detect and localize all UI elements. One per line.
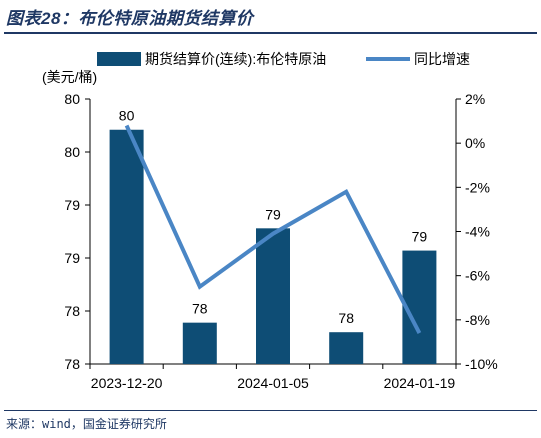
chart: 期货结算价(连续):布伦特原油 同比增速 (美元/桶) 787879798080… bbox=[42, 51, 498, 391]
bars bbox=[109, 129, 437, 364]
left-tick-label: 80 bbox=[64, 144, 80, 160]
bar-data-label: 79 bbox=[265, 206, 281, 222]
bar bbox=[182, 322, 217, 364]
bar bbox=[256, 228, 290, 364]
bar-data-label: 78 bbox=[192, 301, 208, 317]
legend: 期货结算价(连续):布伦特原油 同比增速 bbox=[97, 51, 470, 67]
source-note: 来源：wind，国金证券研究所 bbox=[6, 417, 167, 431]
right-tick-label: -6% bbox=[465, 268, 490, 284]
x-tick-label: 2023-12-20 bbox=[91, 375, 163, 391]
source-rule bbox=[4, 410, 537, 411]
left-tick-label: 79 bbox=[64, 197, 80, 213]
title-rule bbox=[4, 32, 537, 34]
left-tick-label: 79 bbox=[64, 250, 80, 266]
left-tick-label: 78 bbox=[64, 356, 80, 372]
x-tick-label: 2024-01-05 bbox=[237, 375, 309, 391]
bar bbox=[329, 332, 364, 364]
left-axis-unit: (美元/桶) bbox=[42, 69, 97, 85]
bar-labels: 80 78 79 78 79 bbox=[119, 108, 428, 326]
legend-bar-swatch bbox=[97, 52, 141, 66]
axes: 78 78 79 79 80 80 -10% -8% -6% -4% -2% 0% 2% 2023-12-… bbox=[64, 91, 497, 391]
line-series bbox=[124, 124, 422, 335]
figure-title: 图表28：布伦特原油期货结算价 bbox=[6, 9, 254, 28]
right-tick-label: -10% bbox=[465, 356, 498, 372]
bar bbox=[109, 129, 144, 364]
x-tick-label: 2024-01-19 bbox=[384, 375, 456, 391]
right-tick-label: -2% bbox=[465, 179, 490, 195]
right-tick-label: 0% bbox=[465, 135, 485, 151]
legend-line-label: 同比增速 bbox=[414, 51, 470, 67]
right-tick-label: -4% bbox=[465, 224, 490, 240]
left-tick-label: 80 bbox=[64, 91, 80, 107]
right-tick-label: -8% bbox=[465, 312, 490, 328]
bar-data-label: 78 bbox=[338, 310, 354, 326]
left-tick-label: 78 bbox=[64, 303, 80, 319]
bar-data-label: 80 bbox=[119, 108, 135, 124]
right-tick-label: 2% bbox=[465, 91, 485, 107]
bar-data-label: 79 bbox=[412, 229, 428, 245]
legend-bar-label: 期货结算价(连续):布伦特原油 bbox=[145, 51, 326, 67]
